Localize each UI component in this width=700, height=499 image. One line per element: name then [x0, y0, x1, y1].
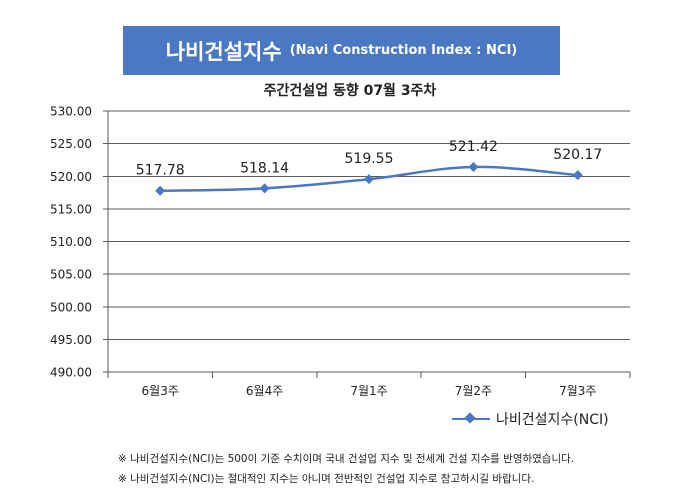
data-point	[364, 174, 374, 185]
data-point	[259, 183, 270, 194]
chart-legend: 나비건설지수(NCI)	[452, 409, 609, 429]
data-label: 519.55	[345, 151, 394, 167]
x-tick-label: 6월4주	[246, 384, 283, 398]
x-tick-label: 6월3주	[142, 384, 179, 398]
data-point	[468, 161, 479, 172]
y-tick-label: 530.00	[50, 105, 92, 119]
data-label: 520.17	[553, 147, 602, 163]
footnote-2: ※ 나비건설지수(NCI)는 절대적인 지수는 아니며 전반적인 건설업 지수로…	[118, 473, 535, 485]
legend-diamond-icon	[464, 412, 476, 424]
data-point	[572, 170, 583, 181]
chart-title: 나비건설지수	[165, 39, 282, 64]
title-banner: 나비건설지수 (Navi Construction Index : NCI)	[123, 26, 560, 75]
y-tick-label: 495.00	[50, 333, 92, 347]
legend-line-icon	[452, 412, 490, 424]
x-tick-label: 7월2주	[455, 384, 492, 398]
y-tick-label: 500.00	[50, 300, 92, 314]
data-label: 521.42	[449, 139, 498, 155]
y-tick-label: 520.00	[50, 170, 92, 184]
y-tick-label: 515.00	[50, 202, 92, 216]
data-label: 518.14	[240, 160, 289, 176]
chart-subtitle: 주간건설업 동향 07월 3주차	[263, 83, 437, 99]
footnote-1: ※ 나비건설지수(NCI)는 500이 기준 수치이며 국내 건설업 지수 및 …	[118, 453, 575, 465]
y-tick-label: 525.00	[50, 137, 92, 151]
data-point	[155, 185, 166, 196]
legend-label: 나비건설지수(NCI)	[496, 412, 609, 428]
x-tick-label: 7월1주	[350, 384, 387, 398]
chart-title-sub: (Navi Construction Index : NCI)	[289, 43, 518, 58]
y-tick-label: 505.00	[50, 268, 92, 282]
y-tick-label: 490.00	[50, 366, 92, 380]
data-label: 517.78	[136, 163, 185, 179]
x-tick-label: 7월3주	[559, 384, 596, 398]
y-tick-label: 510.00	[50, 235, 92, 249]
